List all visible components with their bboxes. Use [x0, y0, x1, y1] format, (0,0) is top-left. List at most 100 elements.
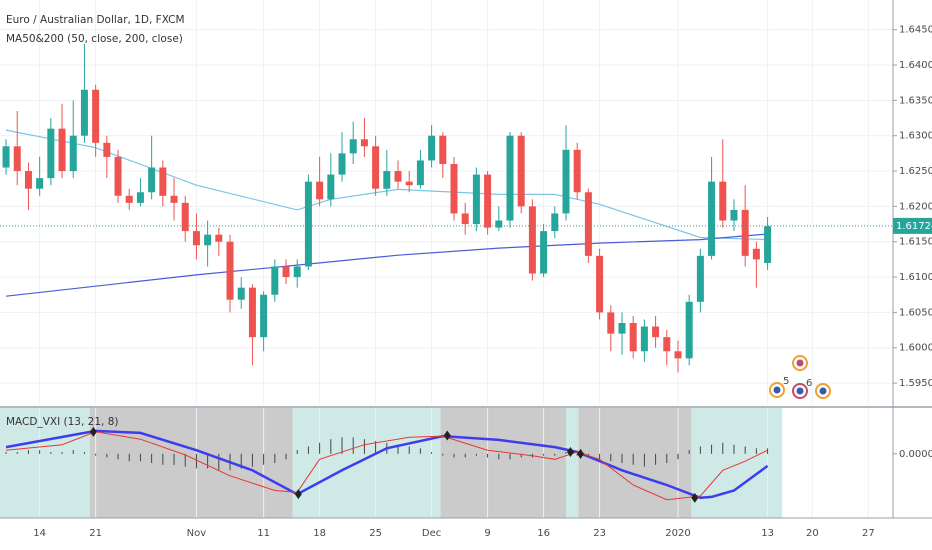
x-tick-label: 23 — [593, 528, 606, 539]
x-tick-label: 9 — [484, 528, 490, 539]
indicator-line — [5, 431, 768, 501]
candle-body — [640, 326, 648, 352]
candle-body — [484, 174, 492, 228]
y-tick-label: 1.60000 — [899, 343, 932, 354]
moving-average — [5, 129, 768, 241]
candle-body — [36, 178, 44, 189]
y-tick-label: 0.00000 — [899, 449, 932, 460]
chart-title: Euro / Australian Dollar, 1D, FXCM — [6, 14, 185, 26]
candle-body — [338, 153, 346, 175]
y-tick-label: 1.61500 — [899, 237, 932, 248]
candle-body — [13, 146, 21, 172]
candle-body — [394, 171, 402, 182]
y-tick-label: 1.63500 — [899, 95, 932, 106]
candle-body — [562, 149, 570, 214]
candle-body — [584, 192, 592, 256]
candle-body — [316, 181, 324, 200]
candle-body — [416, 160, 424, 186]
main-pane — [0, 43, 893, 503]
event-icon — [796, 387, 804, 395]
x-tick-label: 11 — [257, 528, 270, 539]
x-tick-label: 25 — [369, 528, 382, 539]
x-tick-label: 16 — [537, 528, 550, 539]
candle-body — [248, 287, 256, 338]
candle-body — [764, 226, 772, 263]
candle-body — [327, 174, 335, 200]
x-tick-label: Nov — [187, 528, 207, 539]
candle-body — [719, 181, 727, 221]
candle-body — [730, 209, 738, 221]
candle-body — [596, 255, 604, 313]
candle-body — [405, 181, 413, 186]
candle-body — [304, 181, 312, 267]
cross-marker — [294, 489, 302, 500]
candle-body — [428, 135, 436, 161]
candle-body — [573, 149, 581, 193]
candle-body — [24, 171, 32, 189]
candle-body — [450, 163, 458, 214]
candle-body — [204, 234, 212, 246]
cross-marker — [443, 430, 451, 441]
candle-body — [349, 139, 357, 154]
candle-body — [528, 206, 536, 274]
candle-body — [159, 167, 167, 196]
y-tick-label: 1.60500 — [899, 307, 932, 318]
last-price-label: 1.61724 — [896, 221, 932, 232]
y-tick-label: 1.61000 — [899, 272, 932, 283]
candle-body — [674, 351, 682, 359]
candle-body — [708, 181, 716, 256]
y-tick-label: 1.64000 — [899, 60, 932, 71]
candle-body — [663, 337, 671, 352]
candle-body — [360, 139, 368, 147]
y-tick-label: 1.62500 — [899, 166, 932, 177]
cross-marker — [566, 447, 574, 457]
candle-body — [226, 241, 234, 300]
candle-body — [551, 213, 559, 232]
region — [440, 408, 566, 518]
region — [565, 408, 579, 518]
candle-body — [260, 294, 268, 338]
candle-body — [752, 248, 760, 260]
y-tick-label: 1.62000 — [899, 201, 932, 212]
candle-body — [618, 323, 626, 334]
backgrounds — [0, 0, 893, 518]
x-tick-label: 27 — [862, 528, 875, 539]
candle-body — [506, 135, 514, 221]
candle-body — [372, 146, 380, 189]
cross-marker — [691, 492, 699, 503]
candle-body — [607, 312, 615, 334]
x-tick-label: 21 — [89, 528, 102, 539]
candle-body — [170, 195, 178, 203]
candle-body — [237, 287, 245, 300]
event-icon — [819, 387, 827, 395]
cross-marker — [89, 426, 97, 437]
candle-body — [136, 192, 144, 203]
candle-body — [148, 167, 156, 193]
candle-body — [741, 209, 749, 256]
candle-body — [685, 301, 693, 359]
candle-body — [652, 326, 660, 338]
candle-body — [629, 323, 637, 352]
candle-body — [517, 135, 525, 207]
candle-body — [181, 202, 189, 232]
cross-marker — [577, 448, 585, 459]
event-count: 6 — [806, 378, 812, 389]
event-icon — [773, 386, 781, 394]
candle-body — [439, 135, 447, 164]
candle-body — [58, 128, 66, 172]
candle-body — [495, 220, 503, 228]
chart-subtitle: MA50&200 (50, close, 200, close) — [6, 33, 183, 45]
moving-average — [5, 233, 768, 297]
candle-body — [192, 231, 200, 246]
x-tick-label: 13 — [761, 528, 774, 539]
x-tick-label: 14 — [33, 528, 46, 539]
x-tick-label: Dec — [422, 528, 441, 539]
candle-body — [461, 213, 469, 225]
event-count: 5 — [783, 376, 789, 387]
x-tick-label: 20 — [806, 528, 819, 539]
x-tick-label: 18 — [313, 528, 326, 539]
region — [292, 408, 441, 518]
candle-body — [114, 156, 122, 196]
y-tick-label: 1.63000 — [899, 131, 932, 142]
